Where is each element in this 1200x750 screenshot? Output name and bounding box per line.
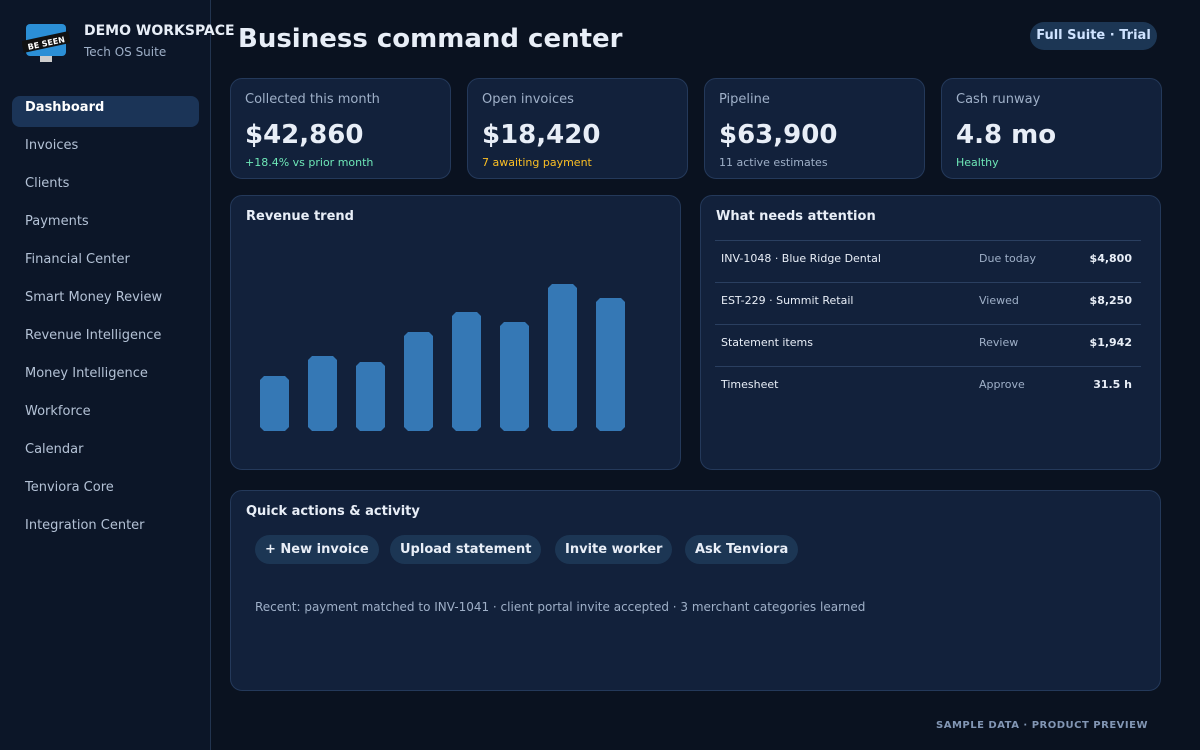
bar [452, 312, 481, 431]
nav-item[interactable]: Money Intelligence [25, 366, 148, 381]
nav-item[interactable]: Financial Center [25, 252, 130, 267]
bar [596, 298, 625, 431]
row-status: Viewed [979, 294, 1019, 307]
row-item: Statement items [721, 336, 813, 349]
nav-item[interactable]: Tenviora Core [25, 480, 114, 495]
row-amount: $1,942 [1089, 336, 1132, 349]
kpi-note: 11 active estimates [719, 156, 828, 169]
row-divider [715, 324, 1141, 325]
bar [356, 362, 385, 431]
nav-item[interactable]: Integration Center [25, 518, 145, 533]
panel-title: Revenue trend [246, 209, 354, 224]
panel-title: What needs attention [716, 209, 876, 224]
kpi-value: $42,860 [245, 120, 364, 150]
kpi-card [230, 78, 451, 179]
kpi-value: $18,420 [482, 120, 601, 150]
bar [548, 284, 577, 431]
panel-title: Quick actions & activity [246, 504, 420, 519]
kpi-label: Collected this month [245, 92, 380, 107]
nav-item[interactable]: Smart Money Review [25, 290, 163, 305]
action-button[interactable]: Upload statement [390, 535, 542, 564]
kpi-label: Pipeline [719, 92, 770, 107]
bar [308, 356, 337, 431]
quick-panel [230, 490, 1161, 691]
row-item: EST-229 · Summit Retail [721, 294, 854, 307]
row-divider [715, 282, 1141, 283]
row-amount: $4,800 [1089, 252, 1132, 265]
kpi-card [467, 78, 688, 179]
nav-item[interactable]: Workforce [25, 404, 91, 419]
row-status: Due today [979, 252, 1036, 265]
row-status: Approve [979, 378, 1025, 391]
kpi-value: 4.8 mo [956, 120, 1057, 150]
suite-name: Tech OS Suite [84, 45, 167, 59]
kpi-note: 7 awaiting payment [482, 156, 592, 169]
kpi-note: Healthy [956, 156, 999, 169]
bar [500, 322, 529, 431]
attention-panel [700, 195, 1161, 470]
revenue-chart [260, 284, 625, 431]
kpi-label: Open invoices [482, 92, 574, 107]
row-item: INV-1048 · Blue Ridge Dental [721, 252, 881, 265]
workspace-name: DEMO WORKSPACE [84, 23, 235, 39]
row-divider [715, 366, 1141, 367]
kpi-label: Cash runway [956, 92, 1041, 107]
row-amount: 31.5 h [1093, 378, 1132, 391]
logo: BE SEEN [22, 24, 70, 62]
action-button[interactable]: Invite worker [555, 535, 673, 564]
nav-active [12, 96, 199, 127]
nav-item[interactable]: Clients [25, 176, 70, 191]
nav-item[interactable]: Calendar [25, 442, 84, 457]
kpi-value: $63,900 [719, 120, 838, 150]
nav-item[interactable]: Revenue Intelligence [25, 328, 162, 343]
row-item: Timesheet [721, 378, 779, 391]
kpi-card [941, 78, 1162, 179]
nav-item[interactable]: Payments [25, 214, 89, 229]
action-button[interactable]: Ask Tenviora [685, 535, 799, 564]
recent-activity: Recent: payment matched to INV-1041 · cl… [255, 600, 866, 614]
footer: SAMPLE DATA · PRODUCT PREVIEW [936, 720, 1148, 731]
page-title: Business command center [238, 24, 623, 54]
row-status: Review [979, 336, 1019, 349]
action-button[interactable]: + New invoice [255, 535, 379, 564]
plan-badge[interactable]: Full Suite · Trial [1030, 22, 1157, 50]
row-amount: $8,250 [1089, 294, 1132, 307]
bar [404, 332, 433, 431]
nav-item[interactable]: Invoices [25, 138, 79, 153]
kpi-card [704, 78, 925, 179]
nav-item[interactable]: Dashboard [25, 100, 105, 115]
row-divider [715, 240, 1141, 241]
bar [260, 376, 289, 431]
kpi-note: +18.4% vs prior month [245, 156, 374, 169]
